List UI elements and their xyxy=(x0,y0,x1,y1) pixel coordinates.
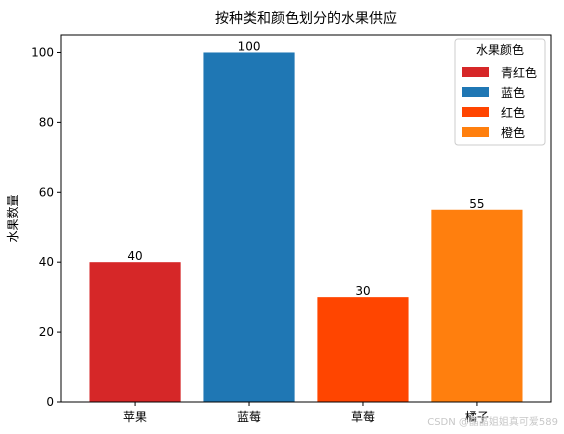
bar-1 xyxy=(89,262,181,402)
x-tick-label-4: 橘子 xyxy=(465,409,489,424)
watermark-text: CSDN @晶晶姐姐真可爱589 xyxy=(427,417,558,428)
legend-title: 水果颜色 xyxy=(476,42,524,57)
y-tick-label-1: 0 xyxy=(46,395,54,409)
legend-label-2: 蓝色 xyxy=(501,86,525,100)
bar-3 xyxy=(317,297,409,402)
bar-value-label-1: 40 xyxy=(127,249,142,263)
bar-2 xyxy=(203,52,295,402)
y-tick-label-6: 100 xyxy=(31,45,54,59)
bars-group xyxy=(89,52,523,402)
legend-label-1: 青红色 xyxy=(501,65,537,80)
y-axis-ticks: 0 20 40 60 80 100 xyxy=(31,45,61,409)
y-tick-label-4: 60 xyxy=(39,185,54,199)
bar-value-label-3: 30 xyxy=(355,284,370,298)
legend-swatch-1 xyxy=(462,67,489,77)
y-tick-label-3: 40 xyxy=(39,255,54,269)
bar-value-label-2: 100 xyxy=(238,39,261,53)
legend-label-3: 红色 xyxy=(501,105,525,120)
chart-title: 按种类和颜色划分的水果供应 xyxy=(215,10,397,27)
legend-swatch-4 xyxy=(462,127,489,137)
y-tick-label-2: 20 xyxy=(39,325,54,339)
legend-swatch-2 xyxy=(462,87,489,97)
legend-swatch-3 xyxy=(462,107,489,117)
y-tick-label-5: 80 xyxy=(39,115,54,129)
bar-4 xyxy=(431,209,523,402)
legend-box xyxy=(454,38,546,146)
x-tick-label-1: 苹果 xyxy=(123,410,147,424)
legend-label-4: 橙色 xyxy=(501,125,525,140)
y-axis-label: 水果数量 xyxy=(5,194,20,242)
x-tick-label-3: 草莓 xyxy=(351,410,375,424)
bar-value-label-4: 55 xyxy=(469,197,484,211)
x-axis-ticks: 苹果 蓝莓 草莓 橘子 xyxy=(123,402,489,424)
x-tick-label-2: 蓝莓 xyxy=(237,410,261,424)
plot-area-frame xyxy=(60,34,552,403)
bar-value-labels-group: 40 100 30 55 xyxy=(127,39,484,298)
